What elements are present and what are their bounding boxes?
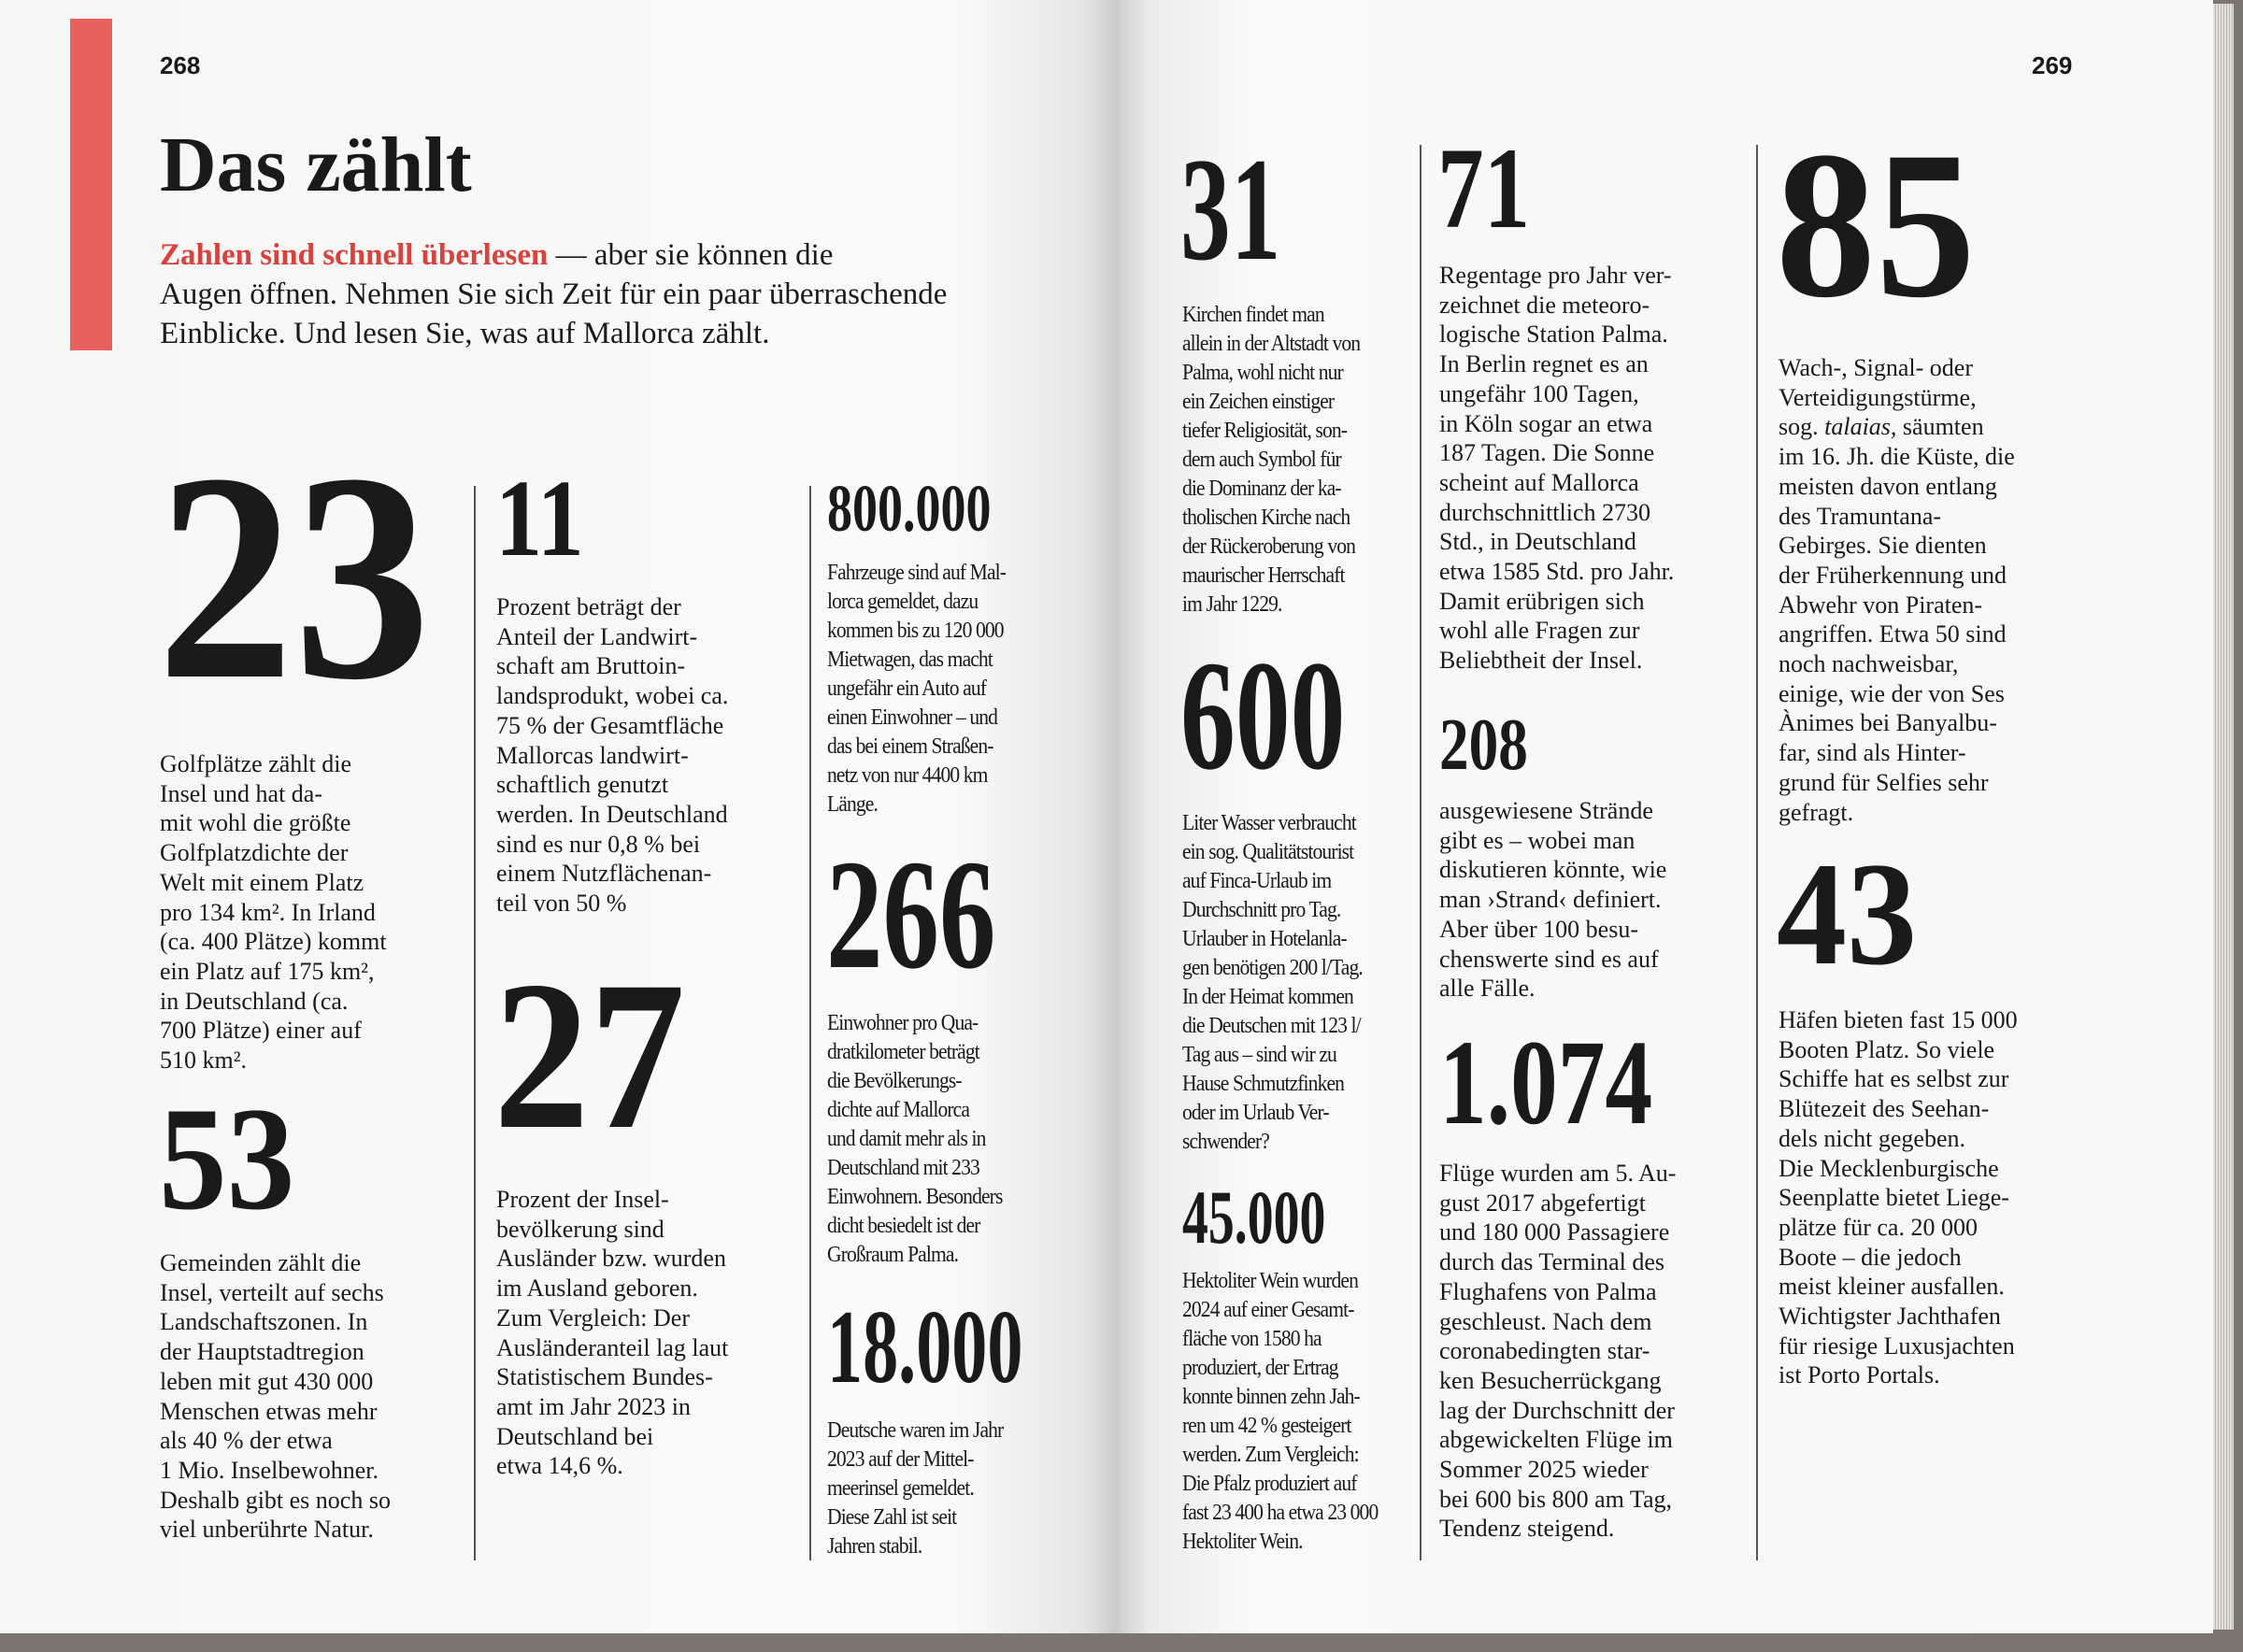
column-divider: [474, 486, 476, 1560]
intro-text: Zahlen sind schnell überlesen — aber sie…: [160, 235, 947, 353]
fact-number: 85: [1776, 107, 1976, 341]
fact-number: 53: [159, 1077, 295, 1241]
column-divider: [809, 486, 811, 1560]
column-divider: [1756, 145, 1758, 1560]
fact-text: Kirchen findet man allein in der Altstad…: [1182, 303, 1361, 617]
fact-text: Häfen bieten fast 15 000 Booten Platz. S…: [1779, 1006, 2018, 1389]
fact-number: 266: [826, 828, 996, 1002]
column-divider: [1420, 145, 1422, 1560]
fact-text: Hektoliter Wein wurden 2024 auf einer Ge…: [1182, 1269, 1379, 1554]
fact-number: 208: [1439, 705, 1528, 786]
fact-number: 31: [1180, 128, 1281, 292]
fact-number: 43: [1777, 833, 1918, 996]
fact-text: Wach-, Signal- oder Verteidigungstürme, …: [1779, 353, 2015, 827]
fact-number: 23: [157, 412, 431, 741]
page-title: Das zählt: [160, 121, 472, 208]
fact-text-italic: talaias,: [1824, 413, 1897, 441]
intro-rest: — aber sie können die Augen öffnen. Nehm…: [160, 238, 948, 350]
fact-number: 600: [1180, 629, 1346, 803]
fact-number: 71: [1437, 124, 1531, 252]
accent-bar: [70, 19, 112, 350]
fact-number: 27: [493, 938, 686, 1174]
fact-number: 18.000: [827, 1289, 1023, 1405]
fact-number: 11: [495, 457, 584, 579]
fact-text: ausgewiesene Strände gibt es – wobei man…: [1439, 797, 1667, 1003]
fact-text: Gemeinden zählt die Insel, verteilt auf …: [160, 1249, 391, 1544]
fact-text: Flüge wurden am 5. Au- gust 2017 abgefer…: [1439, 1160, 1677, 1543]
fact-text: Regentage pro Jahr ver- zeichnet die met…: [1439, 262, 1675, 675]
left-page: [0, 0, 1118, 1633]
fact-number: 800.000: [827, 471, 992, 546]
page-number-left: 268: [160, 51, 201, 79]
fact-number: 1.074: [1439, 1016, 1653, 1150]
fact-number: 45.000: [1182, 1175, 1326, 1260]
fact-text: Golfplätze zählt die Insel und hat da- m…: [160, 750, 387, 1075]
fact-text: Deutsche waren im Jahr 2023 auf der Mitt…: [827, 1418, 1004, 1559]
fact-text: Liter Wasser verbraucht ein sog. Qualitä…: [1182, 811, 1364, 1154]
page-edges: [2213, 4, 2234, 1630]
fact-text: Prozent der Insel- bevölkerung sind Ausl…: [496, 1186, 729, 1480]
fact-text-part: Wach-, Signal- oder Verteidigungstürme, …: [1779, 354, 1977, 441]
intro-highlight: Zahlen sind schnell überlesen: [160, 238, 549, 272]
fact-text: Fahrzeuge sind auf Mal- lorca gemeldet, …: [827, 561, 1007, 817]
page-number-right: 269: [2032, 51, 2073, 79]
fact-text-part: säumten im 16. Jh. die Küste, die meiste…: [1779, 413, 2015, 826]
fact-text: Prozent beträgt der Anteil der Landwirt-…: [496, 593, 729, 918]
fact-text: Einwohner pro Qua- dratkilometer beträgt…: [827, 1011, 1003, 1267]
right-page: [1118, 0, 2213, 1633]
